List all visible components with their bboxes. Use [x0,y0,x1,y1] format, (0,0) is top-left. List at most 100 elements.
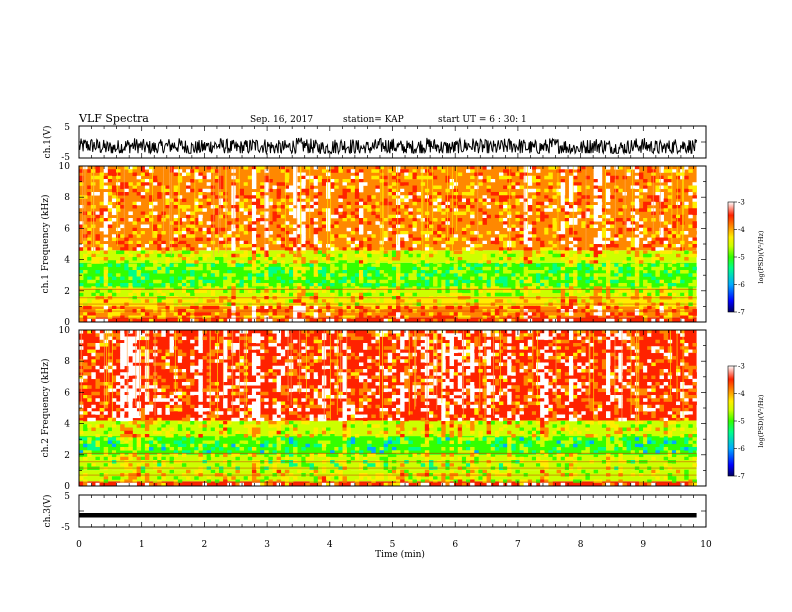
spectrogram-cell [198,201,203,206]
spectrogram-cell [536,201,541,206]
spectrogram-cell [235,447,240,451]
spectrogram-cell [136,443,142,448]
spectrogram-cell [120,434,125,438]
spectrogram-cell [568,227,574,232]
spectrogram-cell [247,427,253,432]
spectrogram-cell [243,318,249,323]
spectrogram-cell [247,346,253,350]
spectrogram-cell [424,279,430,284]
spectrogram-cell [153,234,158,238]
ch1-spectrogram-ylabel: ch.1 Frequency (kHz) [40,195,51,294]
spectrogram-cell [400,231,405,235]
spectrogram-cell [111,378,117,383]
spectrogram-cell [198,299,203,303]
spectrogram-cell [132,289,137,294]
spectrogram-cell [536,169,541,173]
spectrogram-cell [321,221,327,225]
spectrogram-cell [173,336,179,341]
spectrogram-cell [610,276,615,281]
spectrogram-cell [606,166,611,170]
spectrogram-cell [198,388,203,393]
spectrogram-cell [181,231,187,235]
spectrogram-cell [251,440,257,445]
spectrogram-cell [663,231,669,235]
spectrogram-cell [116,336,121,341]
spectrogram-cell [91,343,96,347]
spectrogram-cell [128,362,133,367]
spectrogram-cell [103,411,109,415]
spectrogram-cell [83,253,88,258]
spectrogram-cell [606,292,611,297]
spectrogram-cell [99,408,105,412]
spectrogram-cell [441,182,446,186]
spectrogram-cell [227,463,232,467]
spectrogram-cell [79,453,84,458]
spectrogram-cell [634,279,640,284]
spectrogram-cell [140,359,146,363]
spectrogram-cell [638,305,644,310]
spectrogram-cell [379,305,384,310]
spectrogram-cell [593,247,599,251]
spectrogram-cell [148,201,154,206]
spectrogram-cell [676,247,681,251]
spectrogram-cell [111,391,117,396]
spectrogram-cell [111,305,117,310]
spectrogram-cell [103,175,109,180]
spectrogram-cell [503,221,508,225]
spectrogram-cell [610,289,615,294]
spectrogram-cell [515,172,520,177]
spectrogram-cell [198,188,203,193]
spectrogram-cell [251,218,257,222]
spectrogram-cell [313,188,319,193]
spectrogram-cell [140,247,146,251]
spectrogram-cell [441,315,446,320]
spectrogram-cell [128,395,133,399]
spectrogram-cell [251,339,257,344]
spectrogram-cell [342,289,347,294]
spectrogram-cell [157,250,162,255]
spectrogram-cell [350,292,356,297]
spectrogram-cell [326,318,331,323]
spectrogram-cell [124,388,129,393]
spectrogram-cell [412,185,417,190]
spectrogram-cell [490,192,496,196]
spectrogram-cell [404,234,409,238]
spectrogram-cell [400,182,405,186]
spectrogram-cell [297,286,302,290]
spectrogram-cell [169,349,174,354]
spectrogram-cell [523,270,529,274]
spectrogram-cell [161,231,166,235]
spectrogram-cell [214,260,220,264]
spectrogram-cell [379,247,384,251]
spectrogram-cell [251,427,257,432]
spectrogram-cell [264,270,269,274]
spectrogram-cell [531,312,537,316]
spectrogram-cell [223,244,228,248]
spectrogram-cell [367,276,372,281]
spectrogram-cell [206,359,212,363]
spectrogram-cell [676,214,681,219]
spectrogram-cell [144,404,150,409]
spectrogram-cell [643,201,648,206]
spectrogram-cell [556,188,562,193]
spectrogram-cell [466,214,471,219]
spectrogram-cell [144,378,150,383]
spectrogram-cell [482,201,487,206]
spectrogram-cell [173,214,179,219]
spectrogram-cell [157,175,162,180]
spectrogram-cell [157,253,162,258]
spectrogram-cell [157,375,162,380]
spectrogram-cell [260,247,265,251]
spectrogram-cell [490,315,496,320]
spectrogram-cell [433,276,438,281]
spectrogram-cell [128,482,133,487]
spectrogram-cell [190,443,195,448]
spectrogram-cell [638,266,644,271]
spectrogram-cell [655,192,660,196]
spectrogram-cell [198,312,203,316]
spectrogram-cell [103,273,109,277]
spectrogram-cell [643,188,648,193]
spectrogram-cell [288,244,294,248]
spectrogram-cell [453,292,459,297]
spectrogram-cell [214,208,220,212]
